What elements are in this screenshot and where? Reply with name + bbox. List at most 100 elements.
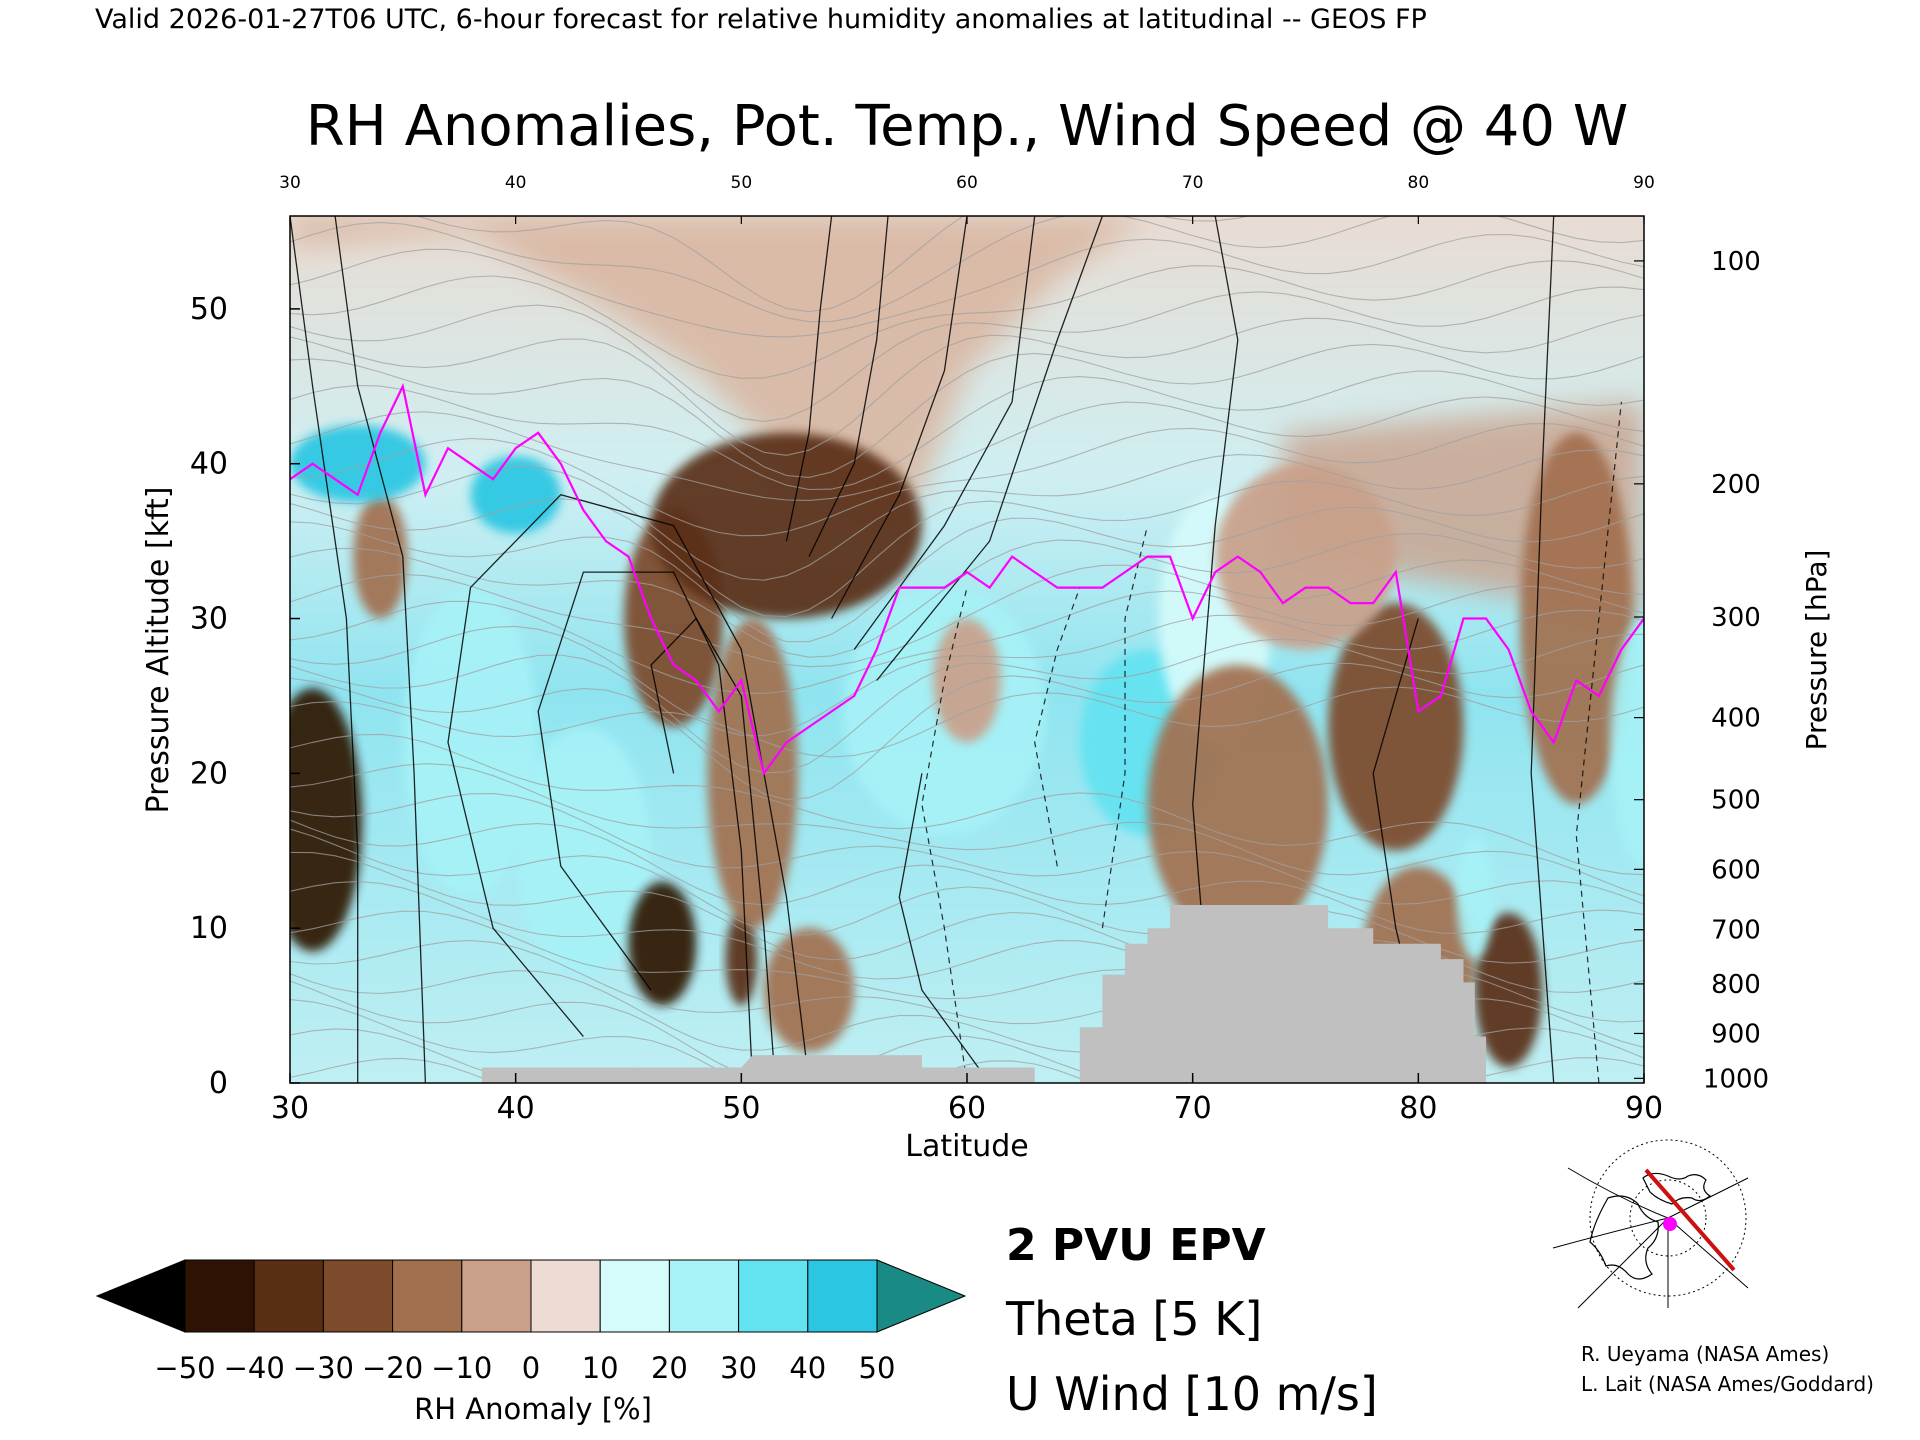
x-top-tick-label: 40	[505, 173, 527, 193]
wind-contour	[876, 216, 1104, 681]
dry-dome	[290, 216, 1148, 526]
x-top-tick-label: 30	[279, 173, 301, 193]
theta-line	[290, 314, 1644, 456]
x-axis-top: 30 40 50 60 70 80 90	[279, 173, 1655, 224]
colorbar-tick-label: −20	[362, 1351, 423, 1385]
anomaly-blob	[1147, 664, 1329, 944]
anomaly-blob	[725, 912, 758, 1006]
theta-line	[290, 506, 1644, 643]
wind-contour	[290, 216, 359, 1083]
tropopause-2pvu-line	[290, 382, 1644, 776]
wind-contour	[898, 773, 991, 1083]
theta-line	[290, 633, 1644, 774]
theta-line	[290, 793, 1644, 905]
theta-line	[290, 343, 1644, 478]
credit-line-2: L. Lait (NASA Ames/Goddard)	[1581, 1372, 1874, 1396]
colorbar-tick-label: −50	[154, 1351, 215, 1385]
theta-line	[290, 828, 1644, 964]
colorbar-bin	[599, 1259, 670, 1333]
pressure-tick-label: 500	[1711, 786, 1761, 816]
anomaly-blob	[353, 494, 408, 619]
colorbar-bin	[807, 1259, 878, 1333]
pressure-tick-label: 100	[1711, 247, 1761, 277]
x-top-tick-label: 80	[1408, 173, 1430, 193]
theta-line	[290, 819, 1644, 935]
pressure-tick-label: 200	[1711, 470, 1761, 500]
theta-line	[290, 662, 1644, 801]
anomaly-blob	[763, 928, 855, 1053]
colorbar-tick-label: 30	[720, 1351, 757, 1385]
theta-line	[290, 260, 1644, 379]
pressure-tick-label: 1000	[1703, 1064, 1769, 1094]
wind-contour-negative	[1101, 525, 1149, 929]
anomaly-blob	[628, 881, 697, 1006]
y-tick-label: 50	[190, 292, 228, 327]
pressure-tick-label: 900	[1711, 1019, 1761, 1049]
theta-line	[290, 733, 1644, 876]
theta-line	[290, 286, 1644, 423]
wind-contour	[537, 571, 754, 1083]
colorbar-tick-label: 0	[522, 1351, 540, 1385]
header-text: Valid 2026-01-27T06 UTC, 6-hour forecast…	[95, 4, 1427, 35]
anomaly-blob	[651, 432, 922, 619]
wind-contour	[1530, 216, 1555, 1083]
colorbar-over-arrow	[876, 1259, 967, 1333]
colorbar-bin	[461, 1259, 532, 1333]
colorbar-tick-label: 20	[651, 1351, 688, 1385]
credit-line-1: R. Ueyama (NASA Ames)	[1581, 1342, 1829, 1366]
x-tick-label: 70	[1174, 1091, 1212, 1126]
y-axis-label-right: Pressure [hPa]	[1800, 550, 1833, 751]
colorbar-bin	[392, 1259, 463, 1333]
wind-contour-negative	[921, 587, 968, 1083]
wind-contour	[447, 493, 810, 1083]
colorbar-bin	[530, 1259, 601, 1333]
legend-theta: Theta [5 K]	[1005, 1292, 1262, 1346]
colorbar-under-arrow	[95, 1259, 186, 1333]
x-tick-label: 40	[497, 1091, 535, 1126]
theta-line	[415, 216, 1578, 313]
colorbar-bin	[322, 1259, 394, 1333]
colorbar-tick-label: 10	[582, 1351, 619, 1385]
theta-line	[290, 475, 1644, 618]
x-tick-label: 90	[1625, 1091, 1663, 1126]
plot-area	[290, 216, 1644, 1083]
colorbar-tick-label: 50	[859, 1351, 896, 1385]
anomaly-blob	[1519, 432, 1633, 805]
theta-line	[290, 585, 1644, 695]
x-axis-label: Latitude	[905, 1129, 1028, 1164]
y-tick-label: 10	[190, 911, 228, 946]
theta-line	[290, 763, 1644, 897]
anomaly-blob	[290, 425, 426, 503]
y-axis-right-pressure: 100 200 300 400 500 600 700 800 900 1000	[1634, 247, 1769, 1094]
theta-line	[290, 999, 1094, 1083]
pressure-tick-label: 800	[1711, 970, 1761, 1000]
wind-contour-negative	[1034, 587, 1081, 867]
y-axis-label-left: Pressure Altitude [kft]	[141, 487, 176, 814]
x-tick-label: 50	[722, 1091, 760, 1126]
wind-contours	[290, 216, 1622, 1083]
anomaly-blob	[402, 587, 539, 898]
theta-line	[290, 396, 1644, 501]
colorbar-label: RH Anomaly [%]	[414, 1392, 652, 1426]
colorbar-tick-label: 40	[789, 1351, 826, 1385]
theta-line	[290, 423, 1644, 537]
terrain	[481, 905, 1486, 1083]
colorbar-bin	[738, 1259, 809, 1333]
y-tick-label: 0	[209, 1066, 228, 1101]
colorbar-bin	[184, 1259, 255, 1333]
chart-title: RH Anomalies, Pot. Temp., Wind Speed @ 4…	[306, 94, 1628, 159]
colorbar-bin	[668, 1259, 740, 1333]
theta-line	[290, 533, 1644, 658]
anomaly-blob	[1328, 603, 1464, 851]
pressure-tick-label: 600	[1711, 855, 1761, 885]
locator-map	[1548, 1139, 1749, 1309]
wind-contour	[785, 216, 833, 542]
wind-contour	[334, 216, 427, 1083]
anomaly-blob	[470, 455, 561, 534]
y-tick-label: 30	[190, 602, 228, 637]
y-tick-label: 40	[190, 447, 228, 482]
theta-line	[290, 609, 1644, 737]
colorbar-bin	[253, 1259, 324, 1333]
theta-line	[290, 216, 1644, 323]
anomaly-blob	[1610, 618, 1644, 867]
